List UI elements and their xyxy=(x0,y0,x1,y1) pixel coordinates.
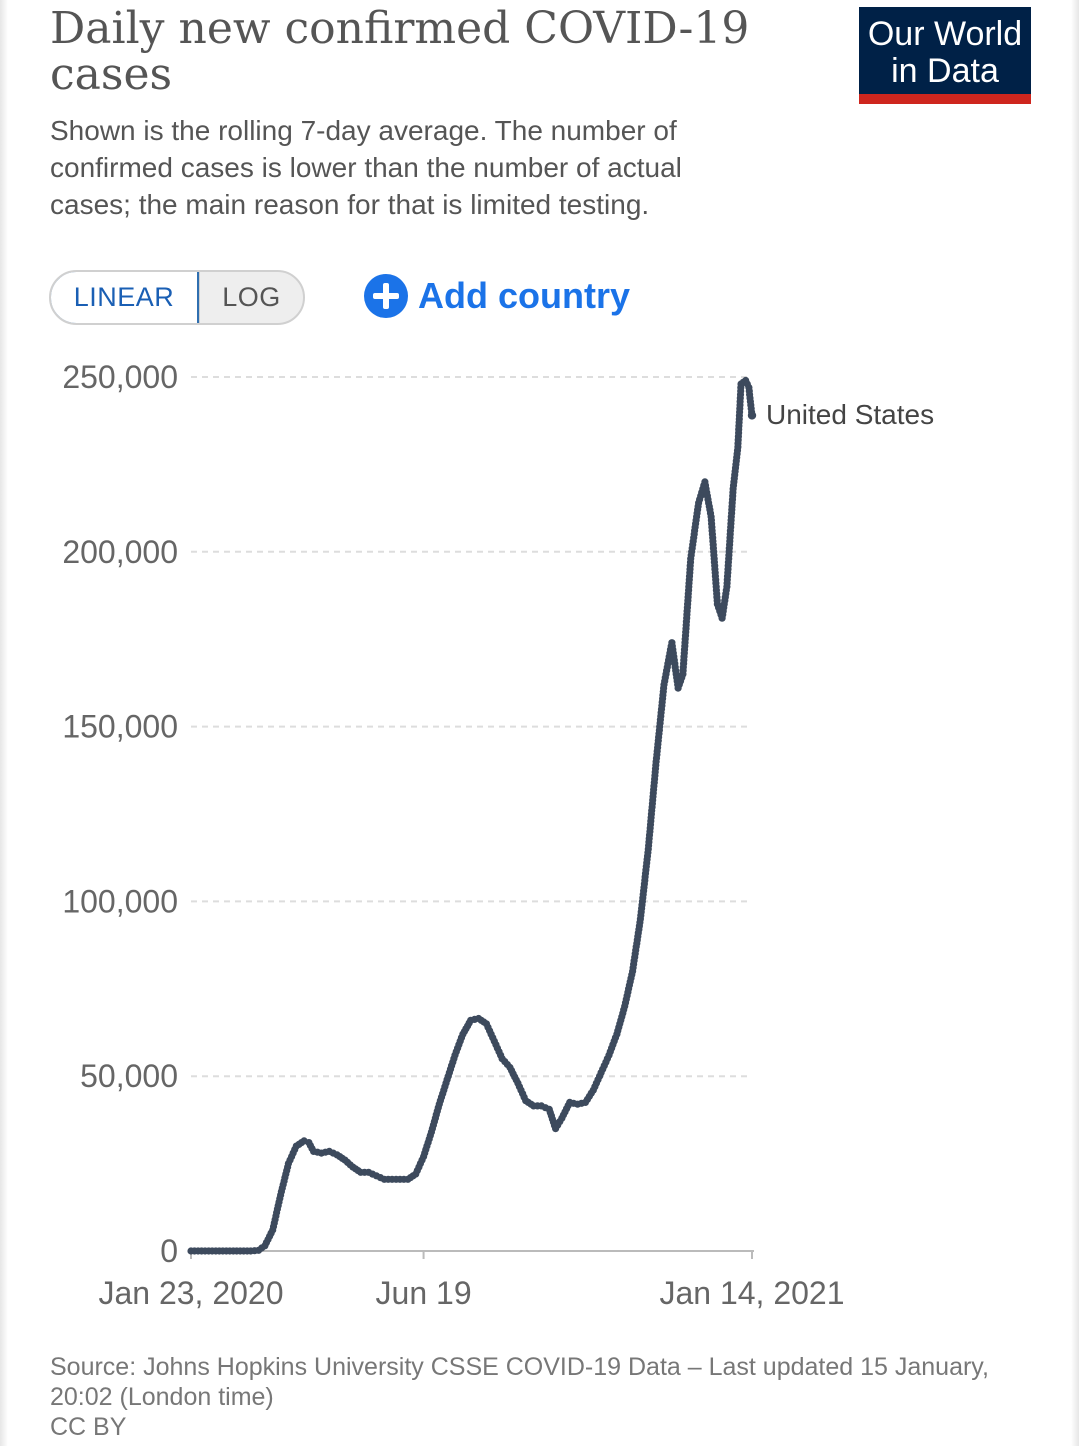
chart-subtitle: Shown is the rolling 7-day average. The … xyxy=(50,115,682,220)
left-frame-edge xyxy=(0,0,8,1446)
logo-line-1: Our World xyxy=(867,15,1023,53)
logo-red-bar xyxy=(859,94,1031,104)
logo-line-2: in Data xyxy=(891,52,999,90)
add-country-button[interactable]: Add country xyxy=(364,271,630,321)
right-frame-edge xyxy=(1071,0,1079,1446)
scale-toggle: LINEAR LOG xyxy=(49,270,305,325)
add-country-label: Add country xyxy=(418,275,630,316)
our-world-in-data-logo[interactable]: Our World in Data xyxy=(859,7,1031,104)
source-text: Source: Johns Hopkins University CSSE CO… xyxy=(50,1353,989,1411)
x-tick-label: Jan 23, 2020 xyxy=(98,1275,283,1311)
series-label: United States xyxy=(766,399,934,430)
y-tick-label: 0 xyxy=(160,1233,178,1269)
chart-title: Daily new confirmed COVID-19 cases xyxy=(50,3,750,100)
source-note: Source: Johns Hopkins University CSSE CO… xyxy=(50,1352,1010,1442)
series-line xyxy=(191,379,754,1253)
data-point xyxy=(747,411,757,420)
y-tick-label: 150,000 xyxy=(62,709,178,745)
license-text[interactable]: CC BY xyxy=(50,1413,127,1441)
line-chart: 0 50,000 100,000 150,000 200,000 250,000 Jan 2… xyxy=(62,359,934,1311)
x-tick-label: Jan 14, 2021 xyxy=(659,1275,844,1311)
plus-circle-icon xyxy=(364,274,408,318)
y-tick-label: 50,000 xyxy=(80,1058,178,1094)
y-tick-label: 100,000 xyxy=(62,883,178,919)
y-tick-label: 250,000 xyxy=(62,359,178,395)
x-tick-label: Jun 19 xyxy=(376,1275,472,1311)
linear-scale-button[interactable]: LINEAR xyxy=(51,272,199,323)
log-scale-button[interactable]: LOG xyxy=(199,272,303,323)
y-tick-label: 200,000 xyxy=(62,534,178,570)
